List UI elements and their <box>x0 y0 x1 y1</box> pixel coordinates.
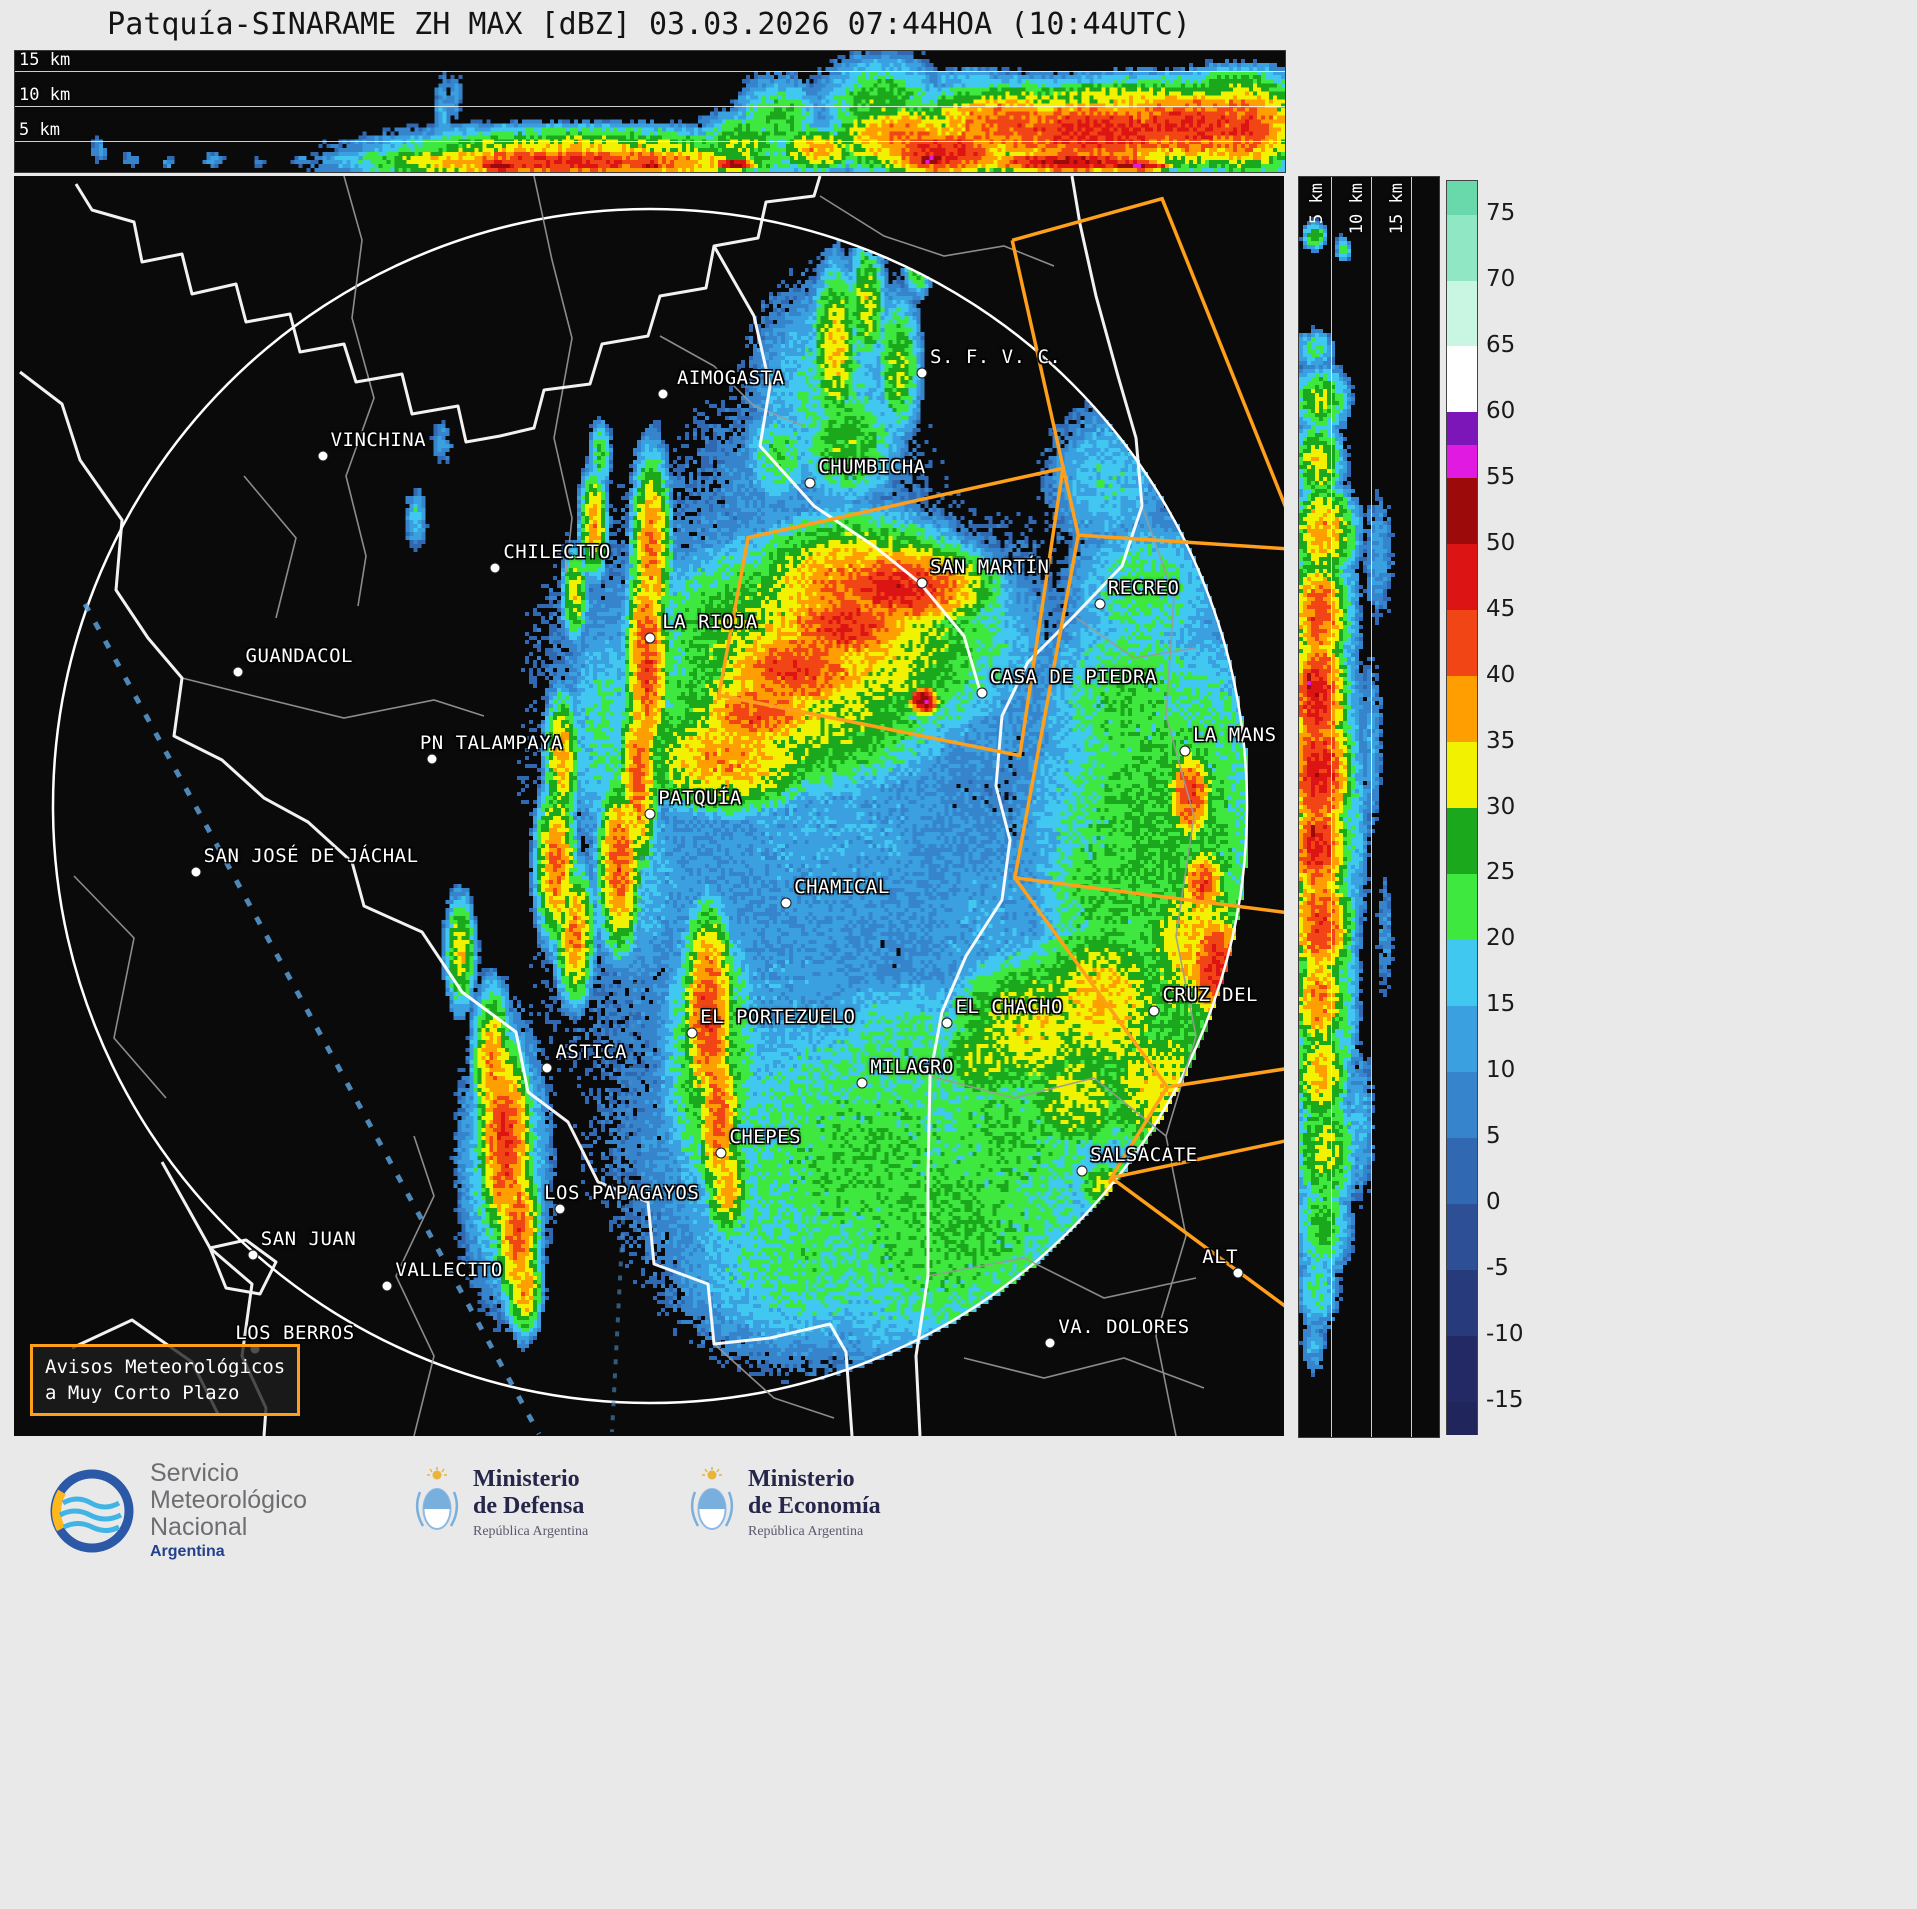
height-gridline <box>15 106 1285 108</box>
colorbar-tick-label: 10 <box>1486 1057 1516 1084</box>
colorbar-tick-label: 45 <box>1486 595 1516 622</box>
colorbar-segment <box>1447 543 1477 611</box>
colorbar-tick-label: 75 <box>1486 199 1516 226</box>
colorbar-segment <box>1447 1203 1477 1270</box>
product-title: Patquía-SINARAME ZH MAX [dBZ] 03.03.2026… <box>107 7 1191 42</box>
height-gridline <box>1330 177 1332 1437</box>
warning-legend-line2: a Muy Corto Plazo <box>45 1382 240 1404</box>
smn-logo-block: Servicio Meteorológico Nacional Argentin… <box>48 1460 307 1561</box>
defensa-name-line2: de Defensa <box>473 1493 585 1519</box>
colorbar-tick-label: 70 <box>1486 265 1516 292</box>
colorbar-tick-label: -5 <box>1486 1255 1509 1282</box>
defensa-logo-block: Ministerio de Defensa República Argentin… <box>415 1466 588 1540</box>
colorbar-tick-label: -10 <box>1486 1321 1524 1348</box>
colorbar-segment <box>1447 609 1477 677</box>
colorbar-tick-label: 25 <box>1486 859 1516 886</box>
warning-legend-line1: Avisos Meteorológicos <box>45 1356 286 1378</box>
map-panel: AIMOGASTA S. F. V. C. VINCHINA CHUMBICHA CHI… <box>14 176 1284 1436</box>
colorbar-segment <box>1447 939 1477 1006</box>
colorbar-segment <box>1447 279 1477 347</box>
height-axis-label: 5 km <box>1306 183 1327 224</box>
colorbar-tick-label: 50 <box>1486 529 1516 556</box>
colorbar-segment <box>1447 345 1477 413</box>
economia-name-line2: de Economía <box>748 1493 881 1519</box>
colorbar-tick-label: 30 <box>1486 793 1516 820</box>
colorbar-tick-label: 35 <box>1486 727 1516 754</box>
colorbar-tick-label: 5 <box>1486 1123 1501 1150</box>
height-axis-label: 5 km <box>19 120 60 141</box>
height-gridline <box>1411 177 1413 1437</box>
height-axis-label: 10 km <box>19 85 71 106</box>
colorbar <box>1446 180 1478 1435</box>
height-axis-label: 10 km <box>1346 183 1367 235</box>
colorbar-segment <box>1447 675 1477 743</box>
economia-subtitle: República Argentina <box>748 1524 864 1539</box>
smn-logo-icon <box>50 1469 134 1552</box>
coat-of-arms-icon <box>690 1467 734 1530</box>
height-axis-label: 15 km <box>19 50 71 70</box>
radar-echo-canvas <box>14 176 1284 1436</box>
right-xsec-echo-canvas <box>1299 177 1439 1437</box>
right-xsec-panel: 5 km 10 km 15 km <box>1298 176 1440 1438</box>
warning-legend: Avisos Meteorológicos a Muy Corto Plazo <box>30 1344 301 1416</box>
smn-name-line3: Nacional <box>150 1513 248 1541</box>
economia-name-line1: Ministerio <box>748 1466 855 1492</box>
colorbar-tick-label: 20 <box>1486 925 1516 952</box>
smn-name-line1: Servicio <box>150 1459 239 1487</box>
height-axis-label: 15 km <box>1387 183 1408 235</box>
colorbar-tick-label: 65 <box>1486 331 1516 358</box>
colorbar-tick-label: 55 <box>1486 463 1516 490</box>
colorbar-segment <box>1447 213 1477 281</box>
colorbar-segment <box>1447 1401 1477 1435</box>
colorbar-segment <box>1447 444 1477 479</box>
smn-name-line4: Argentina <box>150 1543 225 1560</box>
height-gridline <box>15 141 1285 143</box>
economia-logo-block: Ministerio de Economía República Argenti… <box>690 1466 881 1540</box>
colorbar-segment <box>1447 873 1477 940</box>
defensa-name-line1: Ministerio <box>473 1466 580 1492</box>
top-xsec-echo-canvas <box>15 51 1285 172</box>
height-gridline <box>1370 177 1372 1437</box>
colorbar-tick-label: 0 <box>1486 1189 1501 1216</box>
coat-of-arms-icon <box>415 1467 459 1530</box>
colorbar-segment <box>1447 1137 1477 1204</box>
colorbar-segment <box>1447 477 1477 545</box>
height-gridline <box>15 70 1285 72</box>
colorbar-segment <box>1447 411 1477 446</box>
colorbar-tick-label: 15 <box>1486 991 1516 1018</box>
colorbar-ticks: 75 70 65 60 55 50 45 40 35 30 25 20 15 10 5 0 -5 -10 -15 <box>1486 180 1556 1433</box>
colorbar-segment <box>1447 741 1477 809</box>
defensa-subtitle: República Argentina <box>473 1524 589 1539</box>
colorbar-segment <box>1447 1005 1477 1072</box>
colorbar-tick-label: -15 <box>1486 1387 1524 1414</box>
colorbar-segment <box>1447 807 1477 875</box>
colorbar-segment <box>1447 1269 1477 1336</box>
top-xsec-panel: 15 km 10 km 5 km <box>14 50 1286 173</box>
colorbar-segment <box>1447 181 1477 215</box>
smn-name-line2: Meteorológico <box>150 1486 308 1514</box>
colorbar-segment <box>1447 1071 1477 1138</box>
colorbar-tick-label: 60 <box>1486 397 1516 424</box>
colorbar-tick-label: 40 <box>1486 661 1516 688</box>
colorbar-segment <box>1447 1335 1477 1402</box>
